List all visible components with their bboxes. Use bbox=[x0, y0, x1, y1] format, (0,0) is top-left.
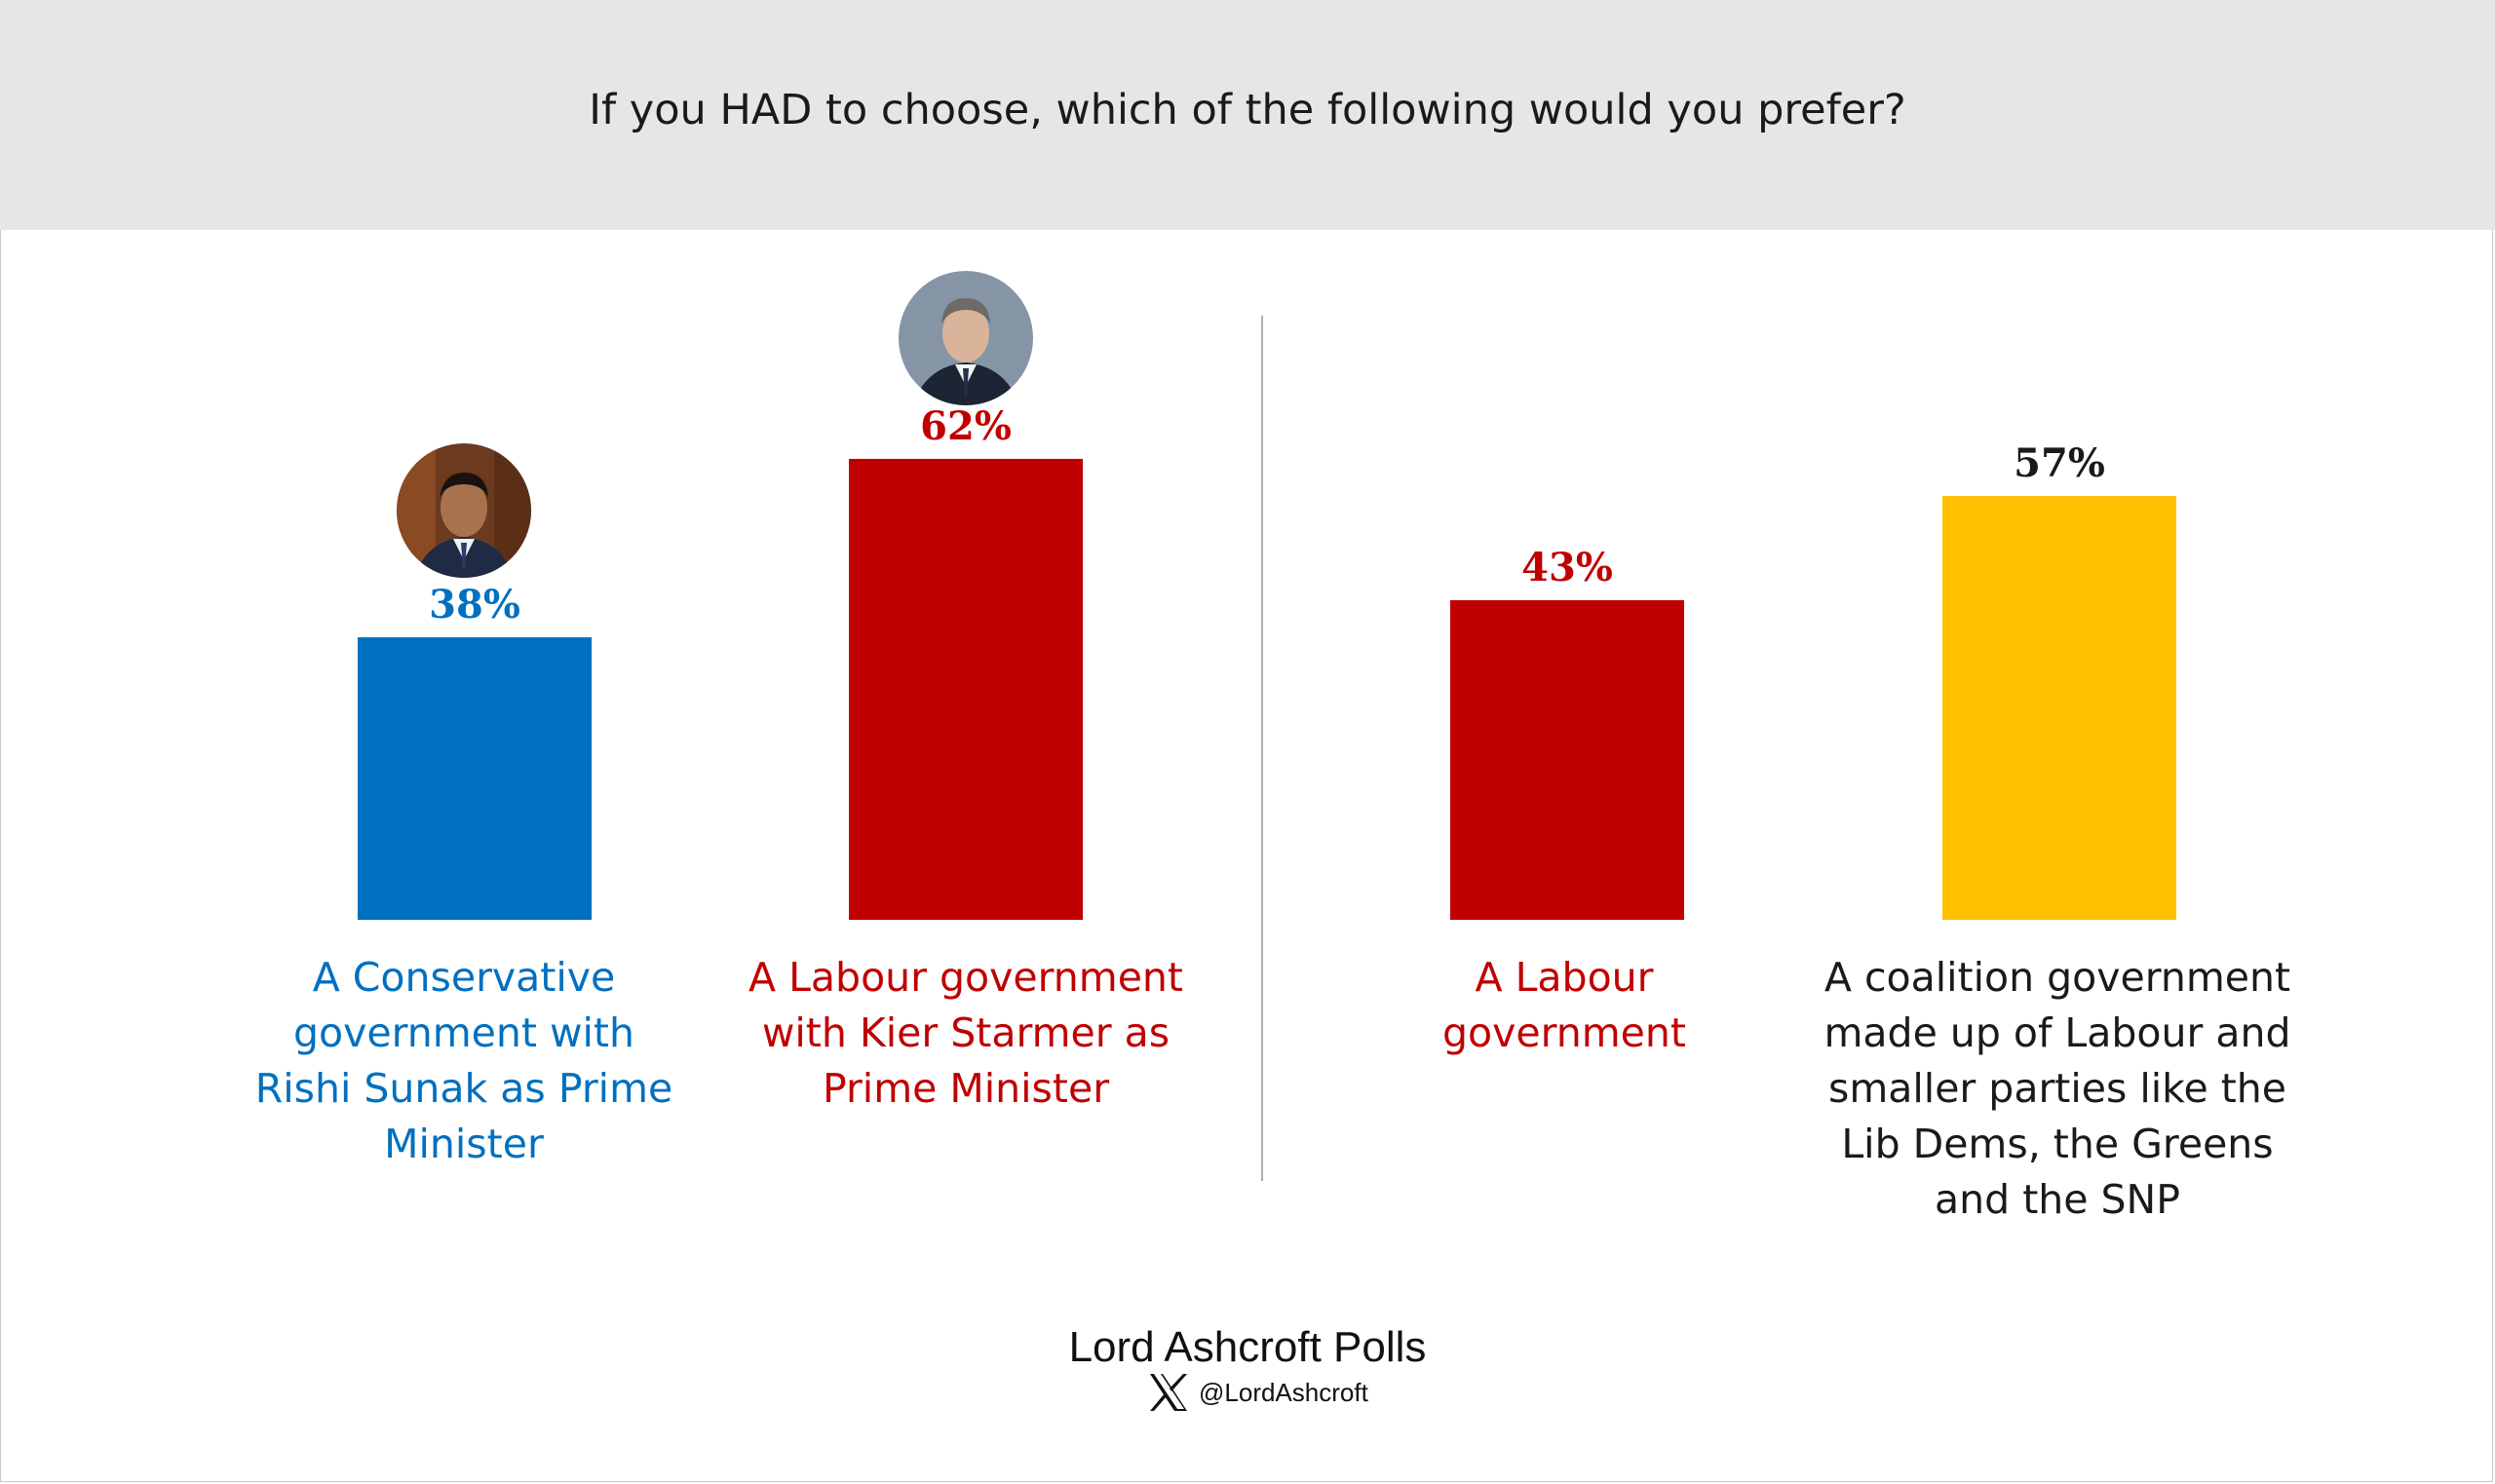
keir-starmer-portrait bbox=[899, 271, 1033, 405]
chart-header: If you HAD to choose, which of the follo… bbox=[0, 0, 2495, 230]
x-logo-icon bbox=[1150, 1374, 1187, 1411]
value-label: 38% bbox=[429, 582, 520, 628]
category-label: A Labour government bbox=[1442, 954, 1686, 1056]
footer-social: @LordAshcroft bbox=[1148, 1373, 1368, 1412]
chart-title: If you HAD to choose, which of the follo… bbox=[589, 86, 1906, 134]
footer-brand: Lord Ashcroft Polls bbox=[1068, 1323, 1427, 1371]
value-label: 43% bbox=[1521, 545, 1613, 590]
value-label: 57% bbox=[2014, 440, 2105, 486]
bar bbox=[1450, 599, 1684, 920]
twitter-handle: @LordAshcroft bbox=[1199, 1377, 1368, 1407]
rishi-sunak-portrait bbox=[397, 443, 531, 578]
bar bbox=[849, 458, 1083, 920]
bar bbox=[1942, 496, 2176, 920]
bar bbox=[358, 637, 592, 920]
category-label: A Labour government with Kier Starmer as… bbox=[748, 954, 1183, 1112]
category-label: A coalition government made up of Labour… bbox=[1823, 954, 2291, 1223]
category-label: A Conservative government with Rishi Sun… bbox=[254, 954, 673, 1167]
value-label: 62% bbox=[920, 403, 1012, 449]
